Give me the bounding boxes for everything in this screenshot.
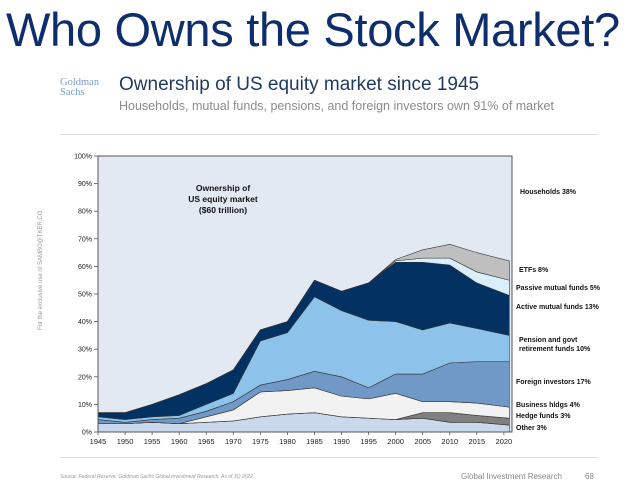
x-tick-label: 1960 bbox=[171, 437, 188, 446]
x-tick-label: 1995 bbox=[360, 437, 377, 446]
y-tick-label: 90% bbox=[78, 181, 92, 188]
label-hedge: Hedge funds 3% bbox=[516, 413, 571, 420]
label-pension: Pension and govt retirement funds 10% bbox=[519, 336, 590, 354]
x-tick-label: 1955 bbox=[144, 437, 161, 446]
footer-text: Global Investment Research bbox=[461, 472, 562, 481]
y-tick-label: 40% bbox=[78, 319, 92, 326]
label-other: Other 3% bbox=[516, 425, 547, 432]
label-pension-line-1: Pension and govt bbox=[519, 337, 578, 344]
annotation-line-2: US equity market bbox=[188, 194, 258, 204]
x-tick-label: 1980 bbox=[279, 437, 296, 446]
x-tick-label: 1970 bbox=[225, 437, 242, 446]
logo-line-1: Goldman bbox=[60, 77, 100, 88]
x-tick-label: 2005 bbox=[414, 437, 431, 446]
chart-title: Ownership of US equity market since 1945 bbox=[119, 74, 480, 95]
x-tick-label: 1990 bbox=[333, 437, 350, 446]
source-note: Source: Federal Reserve, Goldman Sachs G… bbox=[60, 474, 255, 480]
label-active: Active mutual funds 13% bbox=[516, 304, 599, 311]
logo-line-2: Sachs bbox=[60, 87, 85, 98]
label-business: Business hldgs 4% bbox=[516, 402, 580, 409]
x-tick-label: 1945 bbox=[90, 437, 107, 446]
y-tick-label: 60% bbox=[78, 264, 92, 271]
x-tick-label: 1975 bbox=[252, 437, 269, 446]
goldman-sachs-logo: Goldman Sachs bbox=[60, 77, 100, 98]
y-tick-label: 20% bbox=[78, 374, 92, 381]
y-tick-label: 50% bbox=[78, 292, 92, 299]
label-passive: Passive mutual funds 5% bbox=[516, 285, 601, 292]
label-etfs: ETFs 8% bbox=[519, 267, 549, 274]
annotation-line-1: Ownership of bbox=[195, 183, 251, 193]
chart-annotation: Ownership of US equity market ($60 trill… bbox=[170, 183, 276, 216]
page-number: 68 bbox=[585, 472, 594, 481]
x-tick-label: 1965 bbox=[198, 437, 215, 446]
header-divider bbox=[60, 134, 598, 135]
x-tick-label: 1950 bbox=[117, 437, 134, 446]
x-tick-label: 2010 bbox=[441, 437, 458, 446]
area-etfs bbox=[98, 244, 510, 413]
slide-title: Who Owns the Stock Market? bbox=[6, 3, 620, 56]
x-tick-label: 1985 bbox=[306, 437, 323, 446]
y-tick-label: 80% bbox=[78, 209, 92, 216]
x-tick-label: 2020 bbox=[496, 437, 513, 446]
y-tick-label: 0% bbox=[82, 430, 92, 437]
x-tick-label: 2015 bbox=[468, 437, 485, 446]
label-households: Households 38% bbox=[520, 189, 577, 196]
y-tick-label: 70% bbox=[78, 236, 92, 243]
footer-divider bbox=[60, 457, 598, 458]
label-foreign: Foreign investors 17% bbox=[516, 379, 591, 386]
chart-subtitle: Households, mutual funds, pensions, and … bbox=[119, 99, 554, 113]
y-tick-label: 30% bbox=[78, 347, 92, 354]
x-tick-label: 2000 bbox=[387, 437, 404, 446]
y-tick-label: 10% bbox=[78, 402, 92, 409]
label-pension-line-2: retirement funds 10% bbox=[519, 346, 591, 353]
annotation-line-3: ($60 trillion) bbox=[198, 205, 248, 215]
y-tick-label: 100% bbox=[74, 154, 92, 161]
